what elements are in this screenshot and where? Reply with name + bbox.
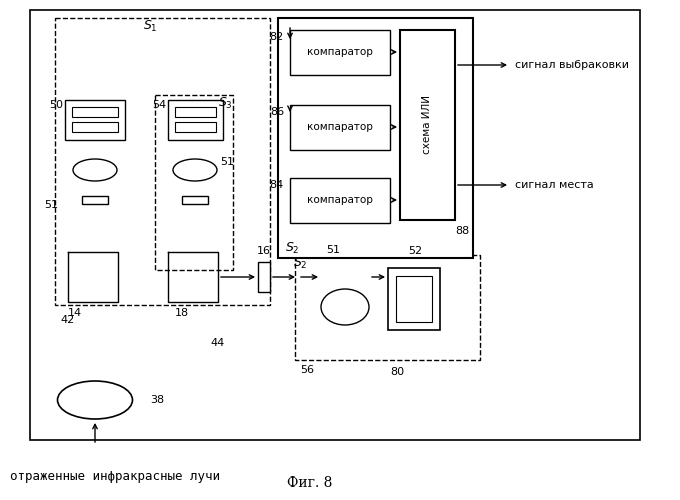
Ellipse shape: [58, 381, 133, 419]
Text: 50: 50: [49, 100, 63, 110]
Bar: [175, 107, 216, 117]
Bar: [295, 255, 480, 360]
Bar: [278, 18, 473, 258]
Bar: [72, 122, 118, 132]
Bar: [182, 196, 208, 204]
Text: отраженные инфракрасные лучи: отраженные инфракрасные лучи: [10, 470, 220, 483]
Text: 54: 54: [152, 100, 166, 110]
Text: Фиг. 8: Фиг. 8: [288, 476, 333, 490]
Ellipse shape: [321, 289, 369, 325]
Bar: [290, 105, 390, 150]
Text: компаратор: компаратор: [307, 47, 373, 57]
Text: $S_2$: $S_2$: [285, 240, 300, 256]
Ellipse shape: [73, 159, 117, 181]
Text: схема ИЛИ: схема ИЛИ: [422, 96, 432, 154]
Text: $S_3$: $S_3$: [218, 96, 233, 110]
Bar: [396, 276, 432, 322]
Text: 86: 86: [270, 107, 284, 117]
Bar: [290, 30, 390, 75]
Text: 18: 18: [175, 308, 189, 318]
Bar: [30, 10, 640, 440]
Bar: [55, 18, 270, 305]
Bar: [168, 100, 223, 140]
Bar: [388, 268, 440, 330]
Bar: [258, 262, 270, 292]
Text: 82: 82: [270, 32, 284, 42]
Bar: [65, 100, 125, 140]
Text: 51: 51: [326, 245, 340, 255]
Text: 52: 52: [408, 246, 422, 256]
Text: 42: 42: [60, 315, 74, 325]
Text: 16: 16: [257, 246, 271, 256]
Text: 84: 84: [270, 180, 284, 190]
Ellipse shape: [173, 159, 217, 181]
Bar: [72, 107, 118, 117]
Bar: [82, 196, 108, 204]
Text: 51: 51: [220, 157, 234, 167]
Text: сигнал места: сигнал места: [515, 180, 594, 190]
Text: $S_2$: $S_2$: [292, 256, 307, 270]
Text: сигнал выбраковки: сигнал выбраковки: [515, 60, 629, 70]
Text: компаратор: компаратор: [307, 122, 373, 132]
Bar: [155, 95, 233, 270]
Text: 51: 51: [44, 200, 58, 210]
Text: 56: 56: [300, 365, 314, 375]
Text: 44: 44: [210, 338, 224, 348]
Text: $S_1$: $S_1$: [143, 18, 157, 34]
Bar: [175, 122, 216, 132]
Text: компаратор: компаратор: [307, 195, 373, 205]
Text: 88: 88: [455, 226, 469, 236]
Bar: [290, 178, 390, 223]
Text: 80: 80: [390, 367, 404, 377]
Polygon shape: [168, 252, 218, 302]
Text: 38: 38: [150, 395, 164, 405]
Text: 14: 14: [68, 308, 82, 318]
Bar: [400, 30, 455, 220]
Polygon shape: [68, 252, 118, 302]
